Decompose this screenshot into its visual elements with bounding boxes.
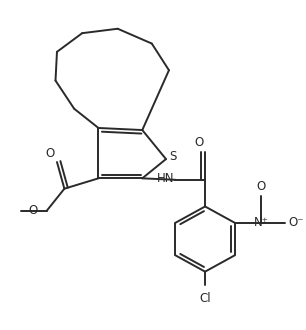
Text: Cl: Cl	[199, 292, 211, 305]
Text: O: O	[28, 204, 38, 217]
Text: S: S	[169, 150, 176, 163]
Text: HN: HN	[156, 172, 174, 185]
Text: O⁻: O⁻	[288, 216, 304, 229]
Text: O: O	[45, 147, 54, 160]
Text: O: O	[257, 180, 266, 193]
Text: N⁺: N⁺	[254, 216, 269, 229]
Text: O: O	[195, 136, 204, 149]
